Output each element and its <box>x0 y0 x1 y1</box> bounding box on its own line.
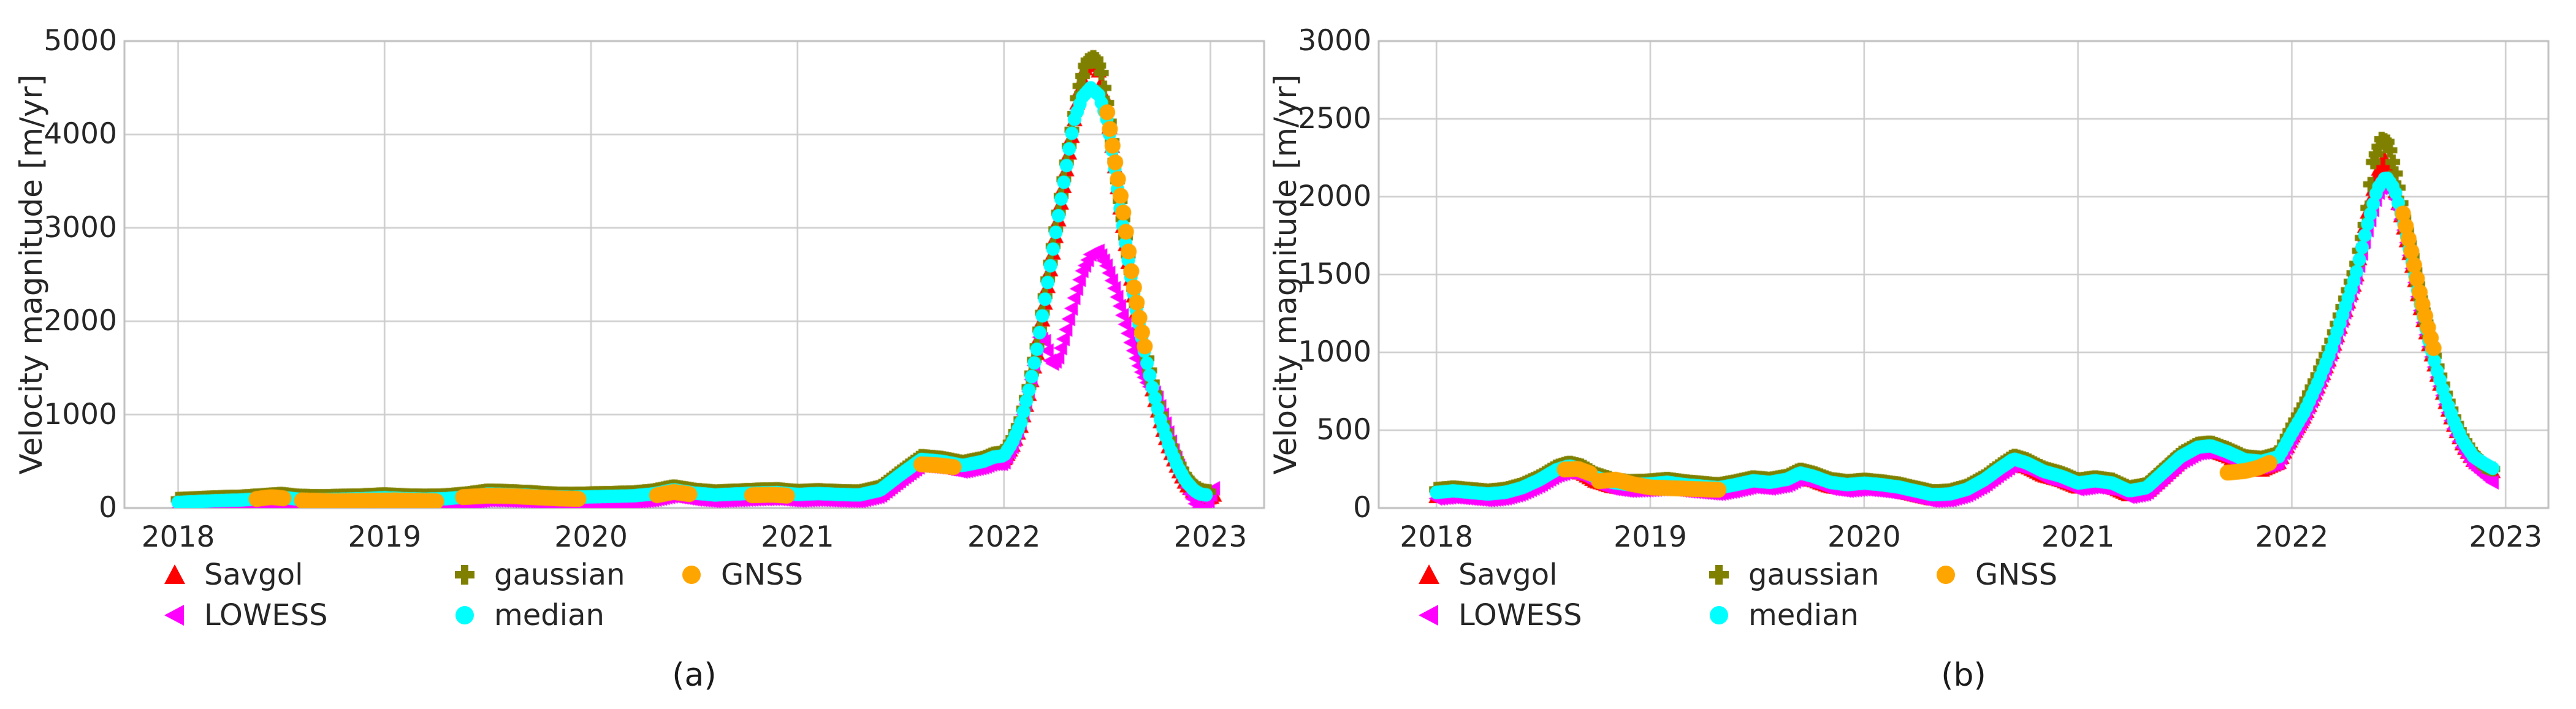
y-tick-label: 3000 <box>1298 24 1371 58</box>
y-tick-label: 3000 <box>44 210 117 245</box>
x-tick-label: 2020 <box>554 520 628 554</box>
legend-item-gnss: GNSS <box>1932 555 2135 595</box>
legend-label: Savgol <box>204 558 303 592</box>
x-tick-label: 2023 <box>1173 520 1248 554</box>
y-tick-label: 0 <box>99 491 117 525</box>
gnss-marker-icon <box>1937 566 1955 584</box>
legend-item-savgol: Savgol <box>1416 555 1705 595</box>
x-tick-label: 2022 <box>967 520 1041 554</box>
x-tick-label: 2018 <box>141 520 215 554</box>
median-marker-icon <box>455 606 474 624</box>
legend-item-gnss: GNSS <box>678 555 880 595</box>
legend-label: median <box>1748 598 1859 632</box>
legend-label: median <box>494 598 604 632</box>
legend-label: GNSS <box>1975 558 2058 592</box>
y-tick-label: 500 <box>1316 413 1371 447</box>
lowess-marker-icon <box>1419 605 1438 626</box>
y-axis-label-a: Velocity magnitude [m/yr] <box>13 74 49 475</box>
legend-item-median: median <box>1705 595 1932 635</box>
y-tick-label: 5000 <box>44 24 117 58</box>
y-tick-label: 1000 <box>44 397 117 431</box>
y-tick-label: 2000 <box>1298 180 1371 213</box>
y-tick-label: 2500 <box>1298 102 1371 135</box>
legend-a: Savgol LOWESS gaussian median GNSS <box>161 555 880 635</box>
x-tick-label: 2018 <box>1400 520 1473 554</box>
caption-b: (b) <box>1941 657 1986 694</box>
savgol-marker-icon <box>164 564 185 584</box>
median-marker-icon <box>1710 606 1728 624</box>
caption-a: (a) <box>672 657 717 694</box>
x-tick-label: 2021 <box>761 520 834 554</box>
x-tick-label: 2021 <box>2041 520 2115 554</box>
legend-item-gaussian: gaussian <box>1705 555 1932 595</box>
gaussian-marker-icon <box>1709 565 1729 585</box>
legend-label: gaussian <box>1748 558 1880 592</box>
x-tick-label: 2020 <box>1827 520 1901 554</box>
legend-item-lowess: LOWESS <box>1416 595 1705 635</box>
x-tick-label: 2019 <box>348 520 422 554</box>
x-tick-label: 2019 <box>1614 520 1687 554</box>
y-tick-label: 1000 <box>1298 335 1371 369</box>
savgol-marker-icon <box>1419 564 1439 584</box>
legend-item-savgol: Savgol <box>161 555 451 595</box>
legend-label: LOWESS <box>204 598 328 632</box>
gaussian-marker-icon <box>455 565 474 585</box>
y-tick-label: 0 <box>1353 491 1371 525</box>
y-tick-label: 1500 <box>1298 257 1371 291</box>
legend-item-median: median <box>451 595 678 635</box>
x-tick-label: 2022 <box>2255 520 2329 554</box>
legend-label: Savgol <box>1458 558 1558 592</box>
legend-item-gaussian: gaussian <box>451 555 678 595</box>
legend-label: gaussian <box>494 558 625 592</box>
x-tick-label: 2023 <box>2469 520 2543 554</box>
legend-b: Savgol LOWESS gaussian median GNSS <box>1416 555 2135 635</box>
legend-label: GNSS <box>721 558 804 592</box>
lowess-marker-icon <box>164 605 184 626</box>
y-tick-label: 4000 <box>44 117 117 151</box>
gnss-marker-icon <box>682 566 701 584</box>
y-tick-label: 2000 <box>44 304 117 338</box>
legend-item-lowess: LOWESS <box>161 595 451 635</box>
legend-label: LOWESS <box>1458 598 1582 632</box>
